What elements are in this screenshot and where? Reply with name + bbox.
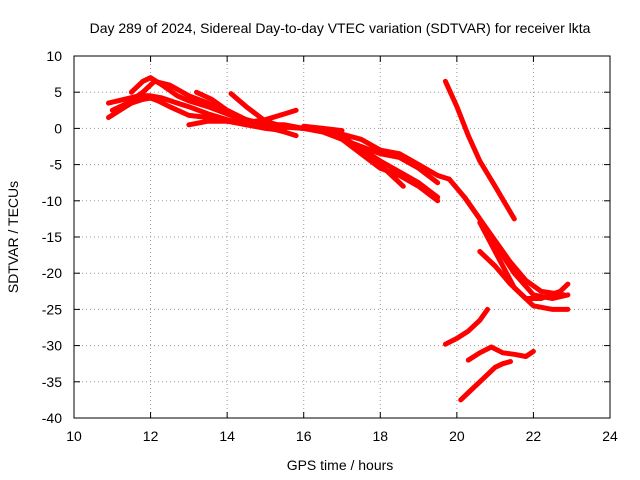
x-tick-label: 22 — [526, 428, 542, 444]
series-line-s17 — [465, 344, 536, 363]
series-line-s10 — [339, 133, 406, 189]
x-tick-label: 24 — [602, 428, 618, 444]
y-tick-label: -10 — [42, 193, 62, 209]
y-tick-label: -25 — [42, 301, 62, 317]
x-tick-label: 10 — [66, 428, 82, 444]
y-tick-label: 5 — [54, 84, 62, 100]
series-layer — [106, 75, 571, 403]
x-tick-label: 12 — [143, 428, 159, 444]
x-axis-label: GPS time / hours — [287, 457, 394, 473]
y-tick-label: -5 — [50, 157, 63, 173]
x-tick-label: 14 — [219, 428, 235, 444]
y-axis-label: SDTVAR / TECUs — [5, 181, 21, 293]
tick-layer: 10 12 14 16 18 20 22 24 -40 -35 -30 -25 -20 -15 -10 -5 0… — [42, 48, 618, 444]
series-line-s18 — [458, 359, 513, 403]
series-line-s9 — [320, 127, 441, 204]
y-tick-label: 10 — [46, 48, 62, 64]
series-line-s13 — [462, 194, 571, 301]
y-tick-label: -30 — [42, 338, 62, 354]
y-tick-label: -40 — [42, 410, 62, 426]
x-tick-label: 16 — [296, 428, 312, 444]
x-tick-label: 20 — [449, 428, 465, 444]
series-line-s11 — [442, 78, 517, 222]
y-tick-label: -15 — [42, 229, 62, 245]
y-tick-label: -35 — [42, 374, 62, 390]
series-line-s16 — [442, 306, 490, 347]
y-tick-label: 0 — [54, 120, 62, 136]
x-tick-label: 18 — [372, 428, 388, 444]
y-tick-label: -20 — [42, 265, 62, 281]
series-line-s15 — [477, 249, 571, 301]
chart-title: Day 289 of 2024, Sidereal Day-to-day VTE… — [90, 20, 591, 36]
